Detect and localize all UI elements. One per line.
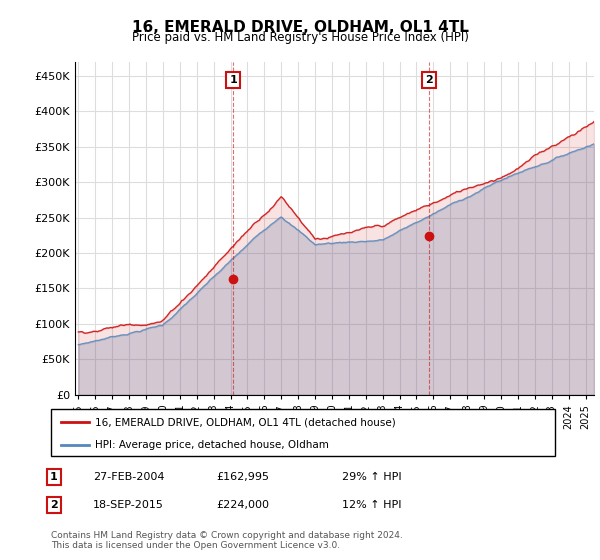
Text: 27-FEB-2004: 27-FEB-2004 — [93, 472, 164, 482]
Text: 16, EMERALD DRIVE, OLDHAM, OL1 4TL: 16, EMERALD DRIVE, OLDHAM, OL1 4TL — [131, 20, 469, 35]
Text: 16, EMERALD DRIVE, OLDHAM, OL1 4TL (detached house): 16, EMERALD DRIVE, OLDHAM, OL1 4TL (deta… — [95, 417, 396, 427]
Text: 29% ↑ HPI: 29% ↑ HPI — [342, 472, 401, 482]
Text: Price paid vs. HM Land Registry's House Price Index (HPI): Price paid vs. HM Land Registry's House … — [131, 31, 469, 44]
Text: Contains HM Land Registry data © Crown copyright and database right 2024.
This d: Contains HM Land Registry data © Crown c… — [51, 531, 403, 550]
Text: £224,000: £224,000 — [216, 500, 269, 510]
Text: 1: 1 — [50, 472, 58, 482]
Text: HPI: Average price, detached house, Oldham: HPI: Average price, detached house, Oldh… — [95, 440, 329, 450]
Text: 1: 1 — [229, 75, 237, 85]
Text: 2: 2 — [425, 75, 433, 85]
FancyBboxPatch shape — [51, 409, 555, 456]
Text: 2: 2 — [50, 500, 58, 510]
Text: 18-SEP-2015: 18-SEP-2015 — [93, 500, 164, 510]
Text: £162,995: £162,995 — [216, 472, 269, 482]
Text: 12% ↑ HPI: 12% ↑ HPI — [342, 500, 401, 510]
